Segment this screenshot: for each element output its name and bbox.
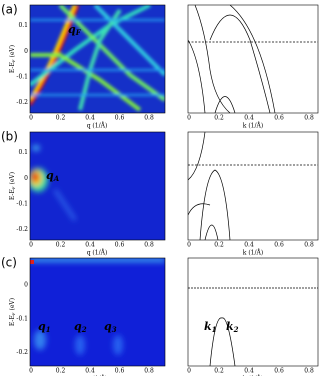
annotation-base: k xyxy=(204,320,212,333)
x-axis-label: q (1/Å) xyxy=(87,249,108,257)
y-axis-label: E-EF (eV) xyxy=(9,172,17,200)
band-curves-a xyxy=(188,5,318,113)
x-tick-label: 0.8 xyxy=(144,368,154,375)
x-tick-label: 0.4 xyxy=(244,115,254,122)
x-tick-label: 0.6 xyxy=(274,368,284,375)
panel-label: (b) xyxy=(1,130,18,144)
x-tick-label: 0 xyxy=(29,368,33,375)
x-tick-label: 0 xyxy=(29,115,33,122)
x-tick-label: 0.2 xyxy=(214,242,224,249)
y-axis-label-main: E-E xyxy=(9,62,16,73)
annotation-base: q xyxy=(74,320,82,333)
x-tick-label: 0.4 xyxy=(85,242,95,249)
plot-frame xyxy=(187,131,319,241)
x-tick-label: 0.6 xyxy=(115,242,125,249)
x-axis-label: q (1/Å) xyxy=(87,122,108,130)
annotation-sub: F xyxy=(75,28,82,37)
annotation-sub: 1 xyxy=(46,325,51,334)
x-tick-label: 0.6 xyxy=(115,368,125,375)
x-axis-label: k (1/Å) xyxy=(243,122,263,130)
y-axis-label-main: E-E xyxy=(9,189,16,200)
annotation-sub: 2 xyxy=(81,325,87,334)
x-tick-label: 0.8 xyxy=(144,115,154,122)
x-tick-label: 0.2 xyxy=(214,115,224,122)
annotation: q3 xyxy=(104,320,117,334)
y-tick-label: 0 xyxy=(24,282,28,289)
y-axis-label-sub: F xyxy=(11,59,16,62)
annotation: q1 xyxy=(38,320,51,334)
band-curves-b xyxy=(188,132,318,240)
x-tick-label: 0.6 xyxy=(274,242,284,249)
annotation-sub: A xyxy=(53,174,60,183)
x-tick-label: 0.4 xyxy=(85,115,95,122)
plot-frame xyxy=(29,257,166,367)
x-tick-label: 0.2 xyxy=(56,368,66,375)
plot-frame xyxy=(187,4,319,114)
x-tick-label: 0.6 xyxy=(274,115,284,122)
x-tick-label: 0 xyxy=(187,368,191,375)
annotation-base: q xyxy=(68,23,76,36)
y-axis-label-main: E-E xyxy=(9,315,16,326)
y-axis-label-unit: (eV) xyxy=(9,45,16,59)
annotation: qF xyxy=(68,23,82,37)
y-tick-label: -0.1 xyxy=(16,315,28,322)
y-tick-label: 0.1 xyxy=(18,149,28,156)
annotation-base: q xyxy=(46,169,54,182)
plot-frame xyxy=(29,4,166,114)
annotation-sub: 1 xyxy=(212,325,217,334)
annotation-base: q xyxy=(104,320,112,333)
y-tick-label: -0.1 xyxy=(16,74,28,81)
x-axis-label: q (1/Å) xyxy=(87,375,108,376)
y-axis-label: E-EF (eV) xyxy=(9,45,17,73)
y-axis-label-unit: (eV) xyxy=(9,172,16,186)
panel-label: (a) xyxy=(1,3,18,17)
annotation: q2 xyxy=(74,320,87,334)
annotation: k2 xyxy=(226,320,239,334)
annotation-base: q xyxy=(38,320,46,333)
y-tick-label: 0.1 xyxy=(18,22,28,29)
annotation: k1 xyxy=(204,320,217,334)
heatmap-c xyxy=(30,258,165,366)
y-axis-label-unit: (eV) xyxy=(9,298,16,312)
y-tick-label: -0.1 xyxy=(16,201,28,208)
y-tick-label: 0 xyxy=(24,175,28,182)
annotation-sub: 3 xyxy=(112,325,117,334)
x-tick-label: 0.4 xyxy=(85,368,95,375)
y-tick-label: -0.2 xyxy=(16,226,28,233)
panel-label: (c) xyxy=(1,256,17,270)
x-tick-label: 0.8 xyxy=(304,242,314,249)
y-tick-label: -0.2 xyxy=(16,99,28,106)
x-tick-label: 0.4 xyxy=(244,242,254,249)
plot-frame xyxy=(187,257,319,367)
x-tick-label: 0.4 xyxy=(244,368,254,375)
x-tick-label: 0 xyxy=(187,242,191,249)
y-axis-label-sub: F xyxy=(11,186,16,189)
annotation: qA xyxy=(46,169,60,183)
y-tick-label: 0 xyxy=(24,48,28,55)
x-tick-label: 0.8 xyxy=(304,115,314,122)
x-tick-label: 0 xyxy=(187,115,191,122)
x-tick-label: 0.6 xyxy=(115,115,125,122)
y-tick-label: -0.2 xyxy=(16,349,28,356)
heatmap-a xyxy=(30,5,165,113)
x-axis-label: k (1/Å) xyxy=(243,249,263,257)
x-tick-label: 0.8 xyxy=(304,368,314,375)
band-curves-c xyxy=(188,287,318,366)
x-tick-label: 0.2 xyxy=(56,242,66,249)
y-axis-label-sub: F xyxy=(11,312,16,315)
x-tick-label: 0 xyxy=(29,242,33,249)
x-tick-label: 0.8 xyxy=(144,242,154,249)
x-tick-label: 0.2 xyxy=(214,368,224,375)
y-axis-label: E-EF (eV) xyxy=(9,298,17,326)
heatmap-b xyxy=(30,132,165,240)
annotation-base: k xyxy=(226,320,234,333)
annotation-sub: 2 xyxy=(233,325,239,334)
plot-frame xyxy=(29,131,166,241)
x-tick-label: 0.2 xyxy=(56,115,66,122)
x-axis-label: k (1/Å) xyxy=(243,375,263,376)
